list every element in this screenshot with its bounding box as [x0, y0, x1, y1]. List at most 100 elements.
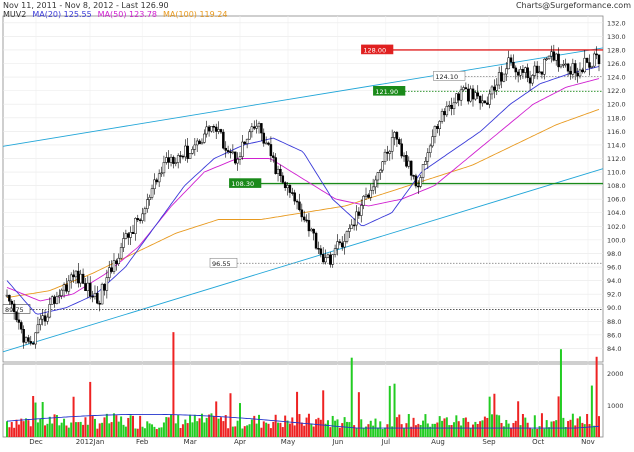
candle-body [257, 123, 261, 127]
volume-bar [355, 428, 358, 437]
candle-body [493, 86, 496, 91]
volume-bar [17, 424, 20, 437]
volume-bar [315, 419, 318, 437]
volume-bar [336, 419, 339, 437]
y-tick-label: 94.0 [607, 277, 621, 285]
candle-body [91, 295, 94, 298]
volume-average-line [6, 413, 600, 429]
volume-bar [426, 423, 429, 437]
candle-body [502, 73, 506, 82]
volume-bar [167, 417, 170, 437]
y-tick-label: 106.0 [607, 196, 626, 204]
volume-bar [376, 427, 379, 437]
candle-body [459, 89, 463, 101]
level-label: 124.10 [435, 73, 458, 81]
volume-bar [210, 413, 213, 437]
volume-bar [536, 428, 539, 437]
volume-bar [250, 419, 253, 437]
candle-body [153, 179, 156, 190]
candle-body [573, 63, 577, 74]
volume-bar [495, 414, 498, 437]
candle-body [279, 168, 282, 177]
volume-bar [129, 415, 132, 437]
candle-body [497, 72, 501, 86]
candle-body [381, 161, 384, 171]
volume-bar [488, 396, 491, 437]
candle-body [336, 241, 339, 249]
candle-body [141, 213, 144, 221]
candle-body [39, 318, 42, 326]
volume-bar [253, 415, 256, 437]
candle-body [107, 267, 111, 278]
volume-bar [63, 418, 66, 437]
x-tick-label: Nov [581, 438, 595, 446]
candle-body [419, 177, 422, 187]
candle-body [143, 208, 147, 215]
volume-bar [193, 414, 196, 437]
y-tick-label: 84.0 [607, 345, 621, 353]
volume-bar [93, 418, 96, 437]
y-tick-label: 92.0 [607, 291, 621, 299]
volume-bar [288, 423, 291, 437]
candle-body [169, 156, 173, 163]
candle-body [157, 173, 161, 183]
candle-body [286, 185, 289, 188]
candle-body [440, 111, 444, 122]
volume-bar [293, 425, 296, 437]
volume-bar [407, 414, 410, 437]
y-tick-label: 126.0 [607, 60, 626, 68]
candle-body [291, 192, 294, 194]
volume-bar [595, 356, 598, 437]
volume-bar [300, 422, 303, 437]
level-label: 96.55 [212, 260, 231, 268]
volume-bar [438, 416, 441, 437]
volume-bar [543, 428, 546, 437]
candle-body [127, 233, 130, 238]
volume-bar [58, 425, 61, 437]
volume-bar [153, 426, 156, 437]
x-tick-label: Dec [29, 438, 43, 446]
x-tick-label: Jul [381, 438, 391, 446]
volume-bar [134, 428, 137, 437]
volume-bar [538, 426, 541, 437]
volume-bar [86, 424, 89, 437]
legend-item: MUV2 [3, 10, 27, 19]
candle-body [43, 315, 47, 322]
candle-body [371, 186, 375, 191]
volume-bar [120, 416, 123, 437]
candle-body [398, 139, 401, 145]
candle-body [34, 332, 37, 345]
volume-bar [381, 429, 384, 437]
candle-body [428, 145, 432, 154]
level-label-box [433, 71, 466, 81]
candle-body [462, 87, 465, 91]
volume-bar [160, 427, 163, 437]
volume-bar [124, 426, 127, 437]
candle-body [312, 228, 315, 234]
candle-body [17, 319, 21, 323]
candle-body [250, 126, 254, 133]
volume-bar [284, 415, 287, 437]
volume-bar [533, 415, 536, 437]
volume-bar [20, 418, 23, 437]
candle-body [27, 337, 30, 342]
candle-body [583, 57, 586, 73]
volume-bar [393, 383, 396, 437]
volume-bar [101, 422, 104, 437]
volume-bar [526, 422, 529, 437]
candle-body [319, 248, 323, 255]
volume-bar [236, 420, 239, 437]
volume-bar [170, 414, 173, 437]
volume-bar [55, 415, 58, 437]
candle-body [195, 140, 199, 146]
candle-body [383, 151, 387, 162]
volume-bar [457, 421, 460, 437]
candle-body [105, 277, 109, 291]
volume-bar [483, 416, 486, 437]
volume-bar [557, 396, 560, 437]
candle-body [88, 282, 92, 297]
volume-bar [139, 415, 142, 437]
volume-bar [500, 422, 503, 437]
candle-body [500, 72, 503, 82]
volume-bar [400, 424, 403, 437]
